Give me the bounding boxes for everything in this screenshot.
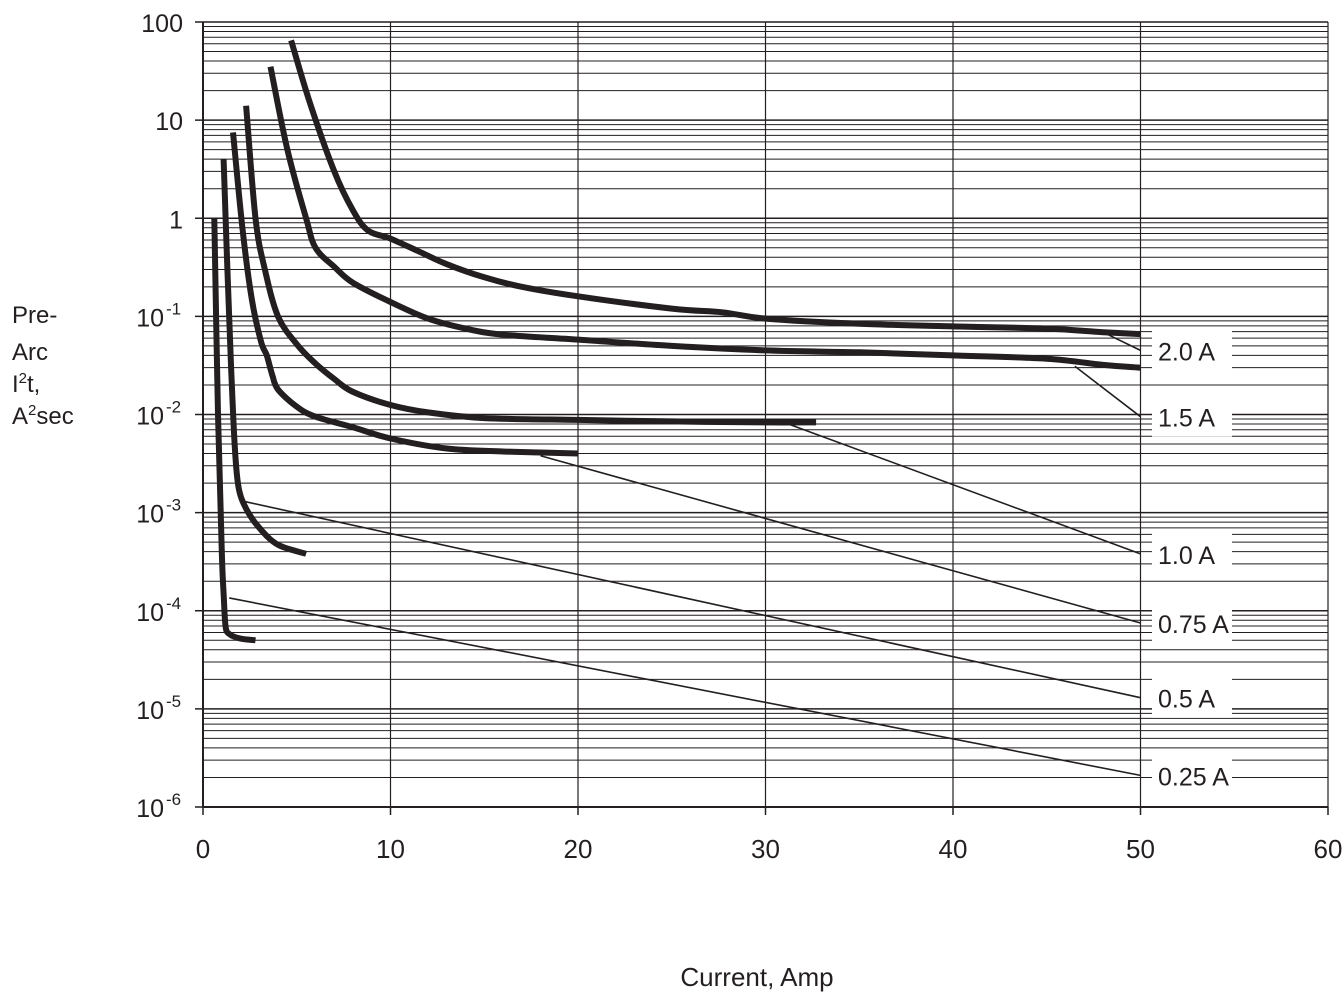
curve-label: 2.0 A — [1158, 338, 1215, 366]
curve-0-5-a — [220, 159, 308, 557]
curve-label-box — [1152, 753, 1232, 796]
x-tick-label: 10 — [376, 834, 405, 864]
y-tick-label: 10 — [136, 304, 164, 332]
y-tick-label: 10 — [136, 403, 164, 431]
y-tick-exponent: -1 — [166, 299, 181, 318]
x-tick-label: 50 — [1126, 834, 1155, 864]
y-axis-label-t: t, — [27, 371, 41, 398]
y-axis-label-line-2: Arc — [12, 339, 48, 366]
y-tick-label: 10 — [136, 599, 164, 627]
curve-label-box — [1152, 601, 1232, 644]
y-axis-label-i: I — [12, 371, 19, 398]
x-axis-label-wrap: Current, Amp — [0, 962, 1344, 993]
extrapolation-line — [1074, 365, 1141, 418]
y-tick-exponent: -5 — [166, 692, 181, 711]
curve-label-box — [1152, 531, 1232, 574]
y-tick-label: 10 — [155, 108, 183, 136]
curve-1-5-a — [267, 66, 1141, 371]
y-tick-label: 10 — [136, 697, 164, 725]
curve-label: 1.5 A — [1158, 405, 1215, 433]
curve-label: 1.0 A — [1158, 542, 1215, 570]
y-tick-exponent: -3 — [166, 496, 181, 515]
x-axis-label: Current, Amp — [680, 962, 834, 992]
x-tick-label: 0 — [196, 834, 210, 864]
y-tick-exponent: -6 — [166, 790, 181, 809]
extrapolation-line — [229, 597, 1141, 777]
extrapolation-line — [540, 454, 1141, 624]
y-tick-label: 10 — [136, 795, 164, 823]
y-tick-exponent: -2 — [166, 398, 181, 417]
y-tick-label: 100 — [141, 10, 183, 38]
curve-0-25-a — [211, 218, 256, 644]
extrapolation-line — [244, 500, 1141, 699]
curve-labels: 2.0 A 1.5 A 1.0 A 0.75 A 0.5 A 0.25 A — [1152, 328, 1232, 796]
extrapolation-lines — [229, 331, 1141, 777]
x-tick-label: 30 — [751, 834, 780, 864]
y-axis-label-line-3: I2t, — [12, 370, 41, 401]
y-tick-label: 10 — [136, 501, 164, 529]
y-axis-label-a: A — [12, 403, 29, 430]
x-tick-label: 20 — [564, 834, 593, 864]
curve-label-box — [1152, 328, 1232, 371]
y-axis-label-exp: 2 — [18, 370, 28, 387]
y-axis-label-line-4: A2sec — [12, 402, 74, 433]
x-tick-label: 60 — [1314, 834, 1343, 864]
curve-0-75-a — [230, 132, 579, 457]
curve-1-0-a — [243, 105, 817, 426]
x-tick-label: 40 — [939, 834, 968, 864]
axes — [195, 21, 1329, 815]
curve-label: 0.75 A — [1158, 611, 1229, 639]
y-tick-exponent: -4 — [166, 594, 181, 613]
curves — [211, 39, 1141, 644]
y-axis-label-sec: sec — [36, 403, 74, 430]
curve-label-box — [1152, 394, 1232, 437]
curve-label-box — [1152, 675, 1232, 718]
curve-label: 0.5 A — [1158, 686, 1215, 714]
extrapolation-line — [783, 421, 1141, 555]
curve-label: 0.25 A — [1158, 763, 1229, 791]
y-axis-label-a-exp: 2 — [28, 402, 37, 419]
y-axis-label-line-1: Pre- — [12, 302, 58, 329]
y-tick-label: 1 — [169, 206, 183, 234]
curve-2-0-a — [288, 39, 1141, 338]
